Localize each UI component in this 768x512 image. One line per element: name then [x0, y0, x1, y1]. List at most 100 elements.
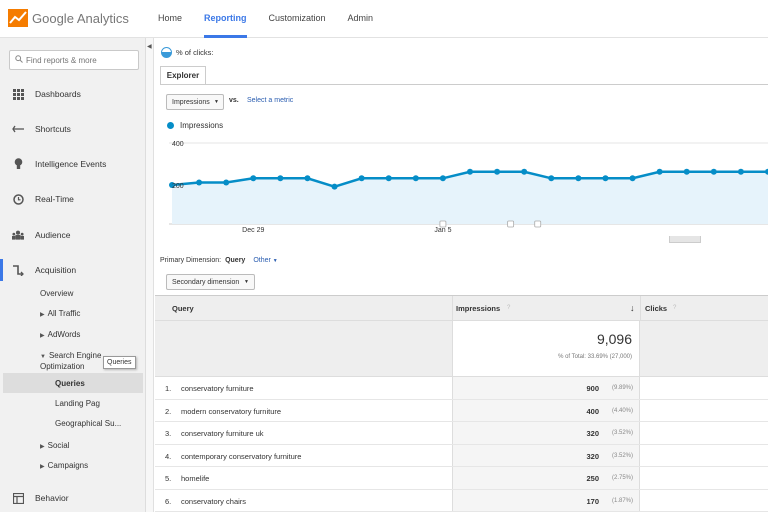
impressions-value: 400 — [586, 406, 599, 416]
data-point[interactable] — [710, 168, 717, 175]
primary-dimension-other[interactable]: Other ▼ — [253, 257, 277, 264]
query-link[interactable]: homelife — [181, 474, 210, 483]
table-row[interactable]: 1. conservatory furniture 900 (9.89%) — [155, 377, 768, 400]
data-point[interactable] — [494, 168, 501, 175]
query-link[interactable]: conservatory chairs — [181, 496, 247, 506]
secondary-dimension-label: Secondary dimension — [172, 278, 240, 286]
annotation-marker[interactable] — [507, 220, 515, 228]
impressions-pct: (3.52%) — [611, 452, 633, 459]
select-metric-link[interactable]: Select a metric — [247, 97, 294, 104]
sidebar-item-label: Intelligence Events — [35, 159, 107, 169]
app-name: Google Analytics — [32, 10, 129, 26]
sidebar-sub-landing-pages[interactable]: Landing Pag — [55, 399, 100, 408]
help-icon[interactable]: ? — [507, 305, 511, 311]
table-row[interactable]: 4. contemporary conservatory furniture 320… — [155, 444, 768, 467]
sidebar-item-audience[interactable]: Audience — [0, 224, 146, 246]
nav-home[interactable]: Home — [158, 13, 183, 23]
table-row[interactable]: 2. modern conservatory furniture 400 (4.40%… — [155, 399, 768, 422]
impressions-pct: (3.52%) — [611, 430, 633, 436]
metric-dropdown[interactable]: Impressions ▼ — [166, 94, 224, 110]
sidebar-sub-geographical-summary[interactable]: Geographical Su... — [55, 419, 122, 428]
data-point[interactable] — [575, 175, 582, 182]
sidebar-item-label: Behavior — [35, 493, 69, 503]
data-point[interactable] — [385, 175, 392, 182]
table-row[interactable]: 3. conservatory furniture uk 320 (3.52%) — [155, 422, 768, 445]
sidebar-item-shortcuts[interactable]: Shortcuts — [0, 118, 146, 140]
row-number: 5. — [165, 474, 172, 483]
query-link[interactable]: modern conservatory furniture — [181, 406, 282, 416]
sidebar-sub-adwords[interactable]: ▶ AdWords — [40, 330, 80, 339]
chart-legend: Impressions — [167, 121, 223, 130]
sidebar-sub-seo[interactable]: ▼ Search Engine Optimization — [40, 351, 120, 372]
sidebar-sub-queries[interactable]: Queries — [55, 379, 85, 388]
data-point[interactable] — [196, 179, 203, 186]
chevron-down-icon: ▼ — [214, 99, 219, 105]
sidebar-item-dashboards[interactable]: Dashboards — [0, 83, 146, 105]
secondary-dimension-dropdown[interactable]: Secondary dimension ▼ — [166, 274, 255, 290]
primary-dimension-value[interactable]: Query — [225, 257, 246, 264]
nav-reporting[interactable]: Reporting — [204, 0, 247, 38]
top-nav: Home Reporting Customization Admin — [158, 0, 395, 38]
data-point[interactable] — [467, 168, 473, 175]
sidebar-sub-overview[interactable]: Overview — [40, 289, 74, 298]
help-icon[interactable]: ? — [673, 305, 677, 311]
data-point[interactable] — [223, 179, 230, 186]
sidebar-sub-social[interactable]: ▶ Social — [40, 441, 69, 450]
logo[interactable]: Google Analytics — [8, 9, 129, 27]
query-link[interactable]: contemporary conservatory furniture — [181, 451, 302, 461]
sidebar-sub-label: Search Engine Optimization — [40, 351, 102, 371]
data-point[interactable] — [656, 168, 663, 175]
sidebar-item-behavior[interactable]: Behavior — [0, 487, 146, 509]
triangle-right-icon: ▶ — [40, 464, 45, 470]
data-point[interactable] — [521, 168, 528, 175]
sidebar-item-intelligence-events[interactable]: Intelligence Events — [0, 153, 146, 175]
data-point[interactable] — [358, 175, 365, 182]
data-point[interactable] — [737, 168, 744, 175]
sidebar-item-acquisition[interactable]: Acquisition — [0, 259, 146, 281]
table-row[interactable]: 6. conservatory chairs 170 (1.87%) — [155, 489, 768, 512]
row-number: 1. — [165, 384, 172, 393]
sort-descending-icon[interactable]: ↓ — [630, 303, 635, 313]
data-point[interactable] — [602, 175, 609, 182]
data-point[interactable] — [277, 175, 284, 182]
sidebar-sub-campaigns[interactable]: ▶ Campaigns — [40, 461, 88, 470]
clock-icon — [12, 193, 24, 205]
data-point[interactable] — [629, 175, 636, 182]
data-point[interactable] — [439, 175, 446, 182]
sidebar-sub-all-traffic[interactable]: ▶ All Traffic — [40, 309, 80, 318]
sidebar-collapse-toggle[interactable]: ◀ — [146, 38, 154, 512]
other-label: Other — [253, 257, 271, 264]
data-point[interactable] — [412, 175, 419, 182]
tooltip: Queries — [103, 356, 136, 369]
arrow-left-right-icon — [12, 123, 24, 135]
search-input[interactable] — [26, 55, 136, 65]
nav-admin[interactable]: Admin — [347, 13, 374, 23]
table-row[interactable]: 5. homelife 250 (2.75%) — [155, 467, 768, 490]
y-tick-label: 200 — [172, 183, 184, 190]
data-point[interactable] — [250, 175, 257, 182]
column-header-impressions[interactable]: Impressions — [456, 304, 501, 313]
data-point[interactable] — [331, 183, 338, 190]
annotation-marker[interactable] — [439, 220, 447, 228]
data-point[interactable] — [683, 168, 690, 175]
nav-customization[interactable]: Customization — [268, 13, 326, 23]
chart-resize-handle[interactable] — [669, 236, 701, 243]
data-point[interactable] — [548, 175, 555, 182]
tab-explorer[interactable]: Explorer — [160, 66, 206, 84]
data-point[interactable] — [304, 175, 311, 182]
chevron-down-icon: ▼ — [272, 258, 278, 264]
percent-of-clicks: % of clicks: — [161, 47, 214, 58]
column-divider — [452, 296, 453, 320]
data-point[interactable] — [765, 168, 768, 175]
column-header-clicks[interactable]: Clicks — [645, 304, 668, 313]
analytics-logo-icon — [8, 9, 28, 27]
sidebar-item-real-time[interactable]: Real-Time — [0, 188, 146, 210]
query-link[interactable]: conservatory furniture uk — [181, 429, 264, 438]
column-header-query[interactable]: Query — [172, 304, 194, 313]
table-header: Query Impressions ? ↓ Clicks ? — [155, 295, 768, 321]
annotation-marker[interactable] — [534, 220, 542, 228]
data-point[interactable] — [169, 182, 175, 188]
query-link[interactable]: conservatory furniture — [181, 384, 254, 393]
search-box[interactable] — [9, 50, 139, 70]
